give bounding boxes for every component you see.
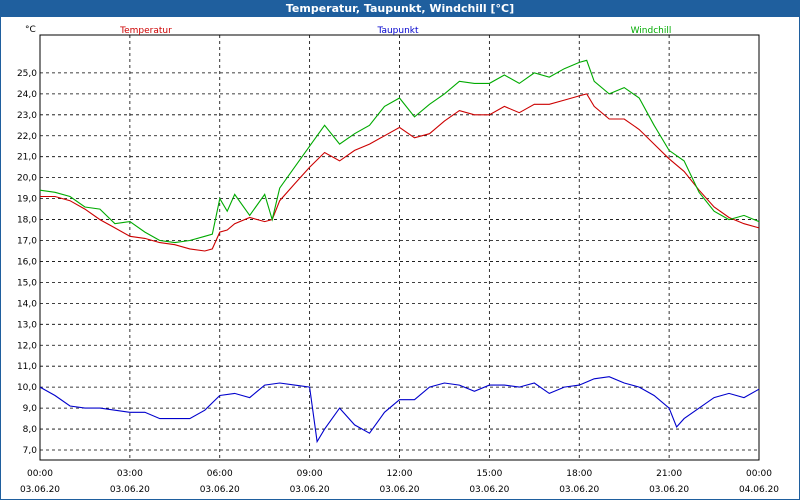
y-tick-label: 21,0 [17,153,37,163]
y-tick-label: 16,0 [17,257,37,267]
y-tick-label: 25,0 [17,69,37,79]
x-tick-date: 03.06.20 [110,485,150,495]
x-tick-time: 12:00 [387,469,413,479]
y-tick-label: 20,0 [17,174,37,184]
y-tick-label: 10,0 [17,383,37,393]
x-tick-date: 04.06.20 [739,485,779,495]
chart-frame: 7,0 8,0 9,0 10,0 11,0 12,0 13,0 14,0 15,0 16,0 17,… [0,17,800,500]
series-line-taupunkt [39,376,760,444]
legend-taupunkt: Taupunkt [376,26,419,36]
series-line-temperatur [40,93,760,252]
y-axis-label: °C [25,25,36,35]
y-tick-label: 13,0 [17,320,37,330]
y-tick-label: 17,0 [17,237,37,247]
x-tick-date: 03.06.20 [200,485,240,495]
x-tick-time: 00:00 [27,469,53,479]
x-tick-time: 18:00 [566,469,592,479]
x-tick-date: 03.06.20 [290,485,330,495]
y-tick-label: 24,0 [17,90,37,100]
x-tick-time: 15:00 [476,469,502,479]
y-tick-label: 9,0 [23,404,38,414]
legend-windchill: Windchill [631,26,672,36]
y-tick-label: 8,0 [23,425,38,435]
y-tick-label: 15,0 [17,278,37,288]
y-tick-label: 22,0 [17,132,37,142]
y-tick-label: 14,0 [17,299,37,309]
x-tick-time: 03:00 [117,469,143,479]
x-tick-time: 09:00 [297,469,323,479]
legend-temperatur: Temperatur [119,26,172,36]
series-line-windchill [39,59,760,244]
x-tick-time: 00:00 [746,469,772,479]
x-tick-time: 06:00 [207,469,233,479]
y-tick-label: 19,0 [17,195,37,205]
chart-svg: 7,0 8,0 9,0 10,0 11,0 12,0 13,0 14,0 15,0 16,0 17,… [17,25,779,495]
y-tick-label: 23,0 [17,111,37,121]
y-tick-label: 18,0 [17,216,37,226]
y-tick-label: 11,0 [17,362,37,372]
x-tick-date: 03.06.20 [379,485,419,495]
x-tick-date: 03.06.20 [649,485,689,495]
x-tick-date: 03.06.20 [469,485,509,495]
x-tick-time: 21:00 [656,469,682,479]
x-tick-date: 03.06.20 [20,485,60,495]
chart-title: Temperatur, Taupunkt, Windchill [°C] [0,0,800,17]
y-tick-label: 7,0 [23,446,38,456]
y-tick-label: 12,0 [17,341,37,351]
x-tick-date: 03.06.20 [559,485,599,495]
